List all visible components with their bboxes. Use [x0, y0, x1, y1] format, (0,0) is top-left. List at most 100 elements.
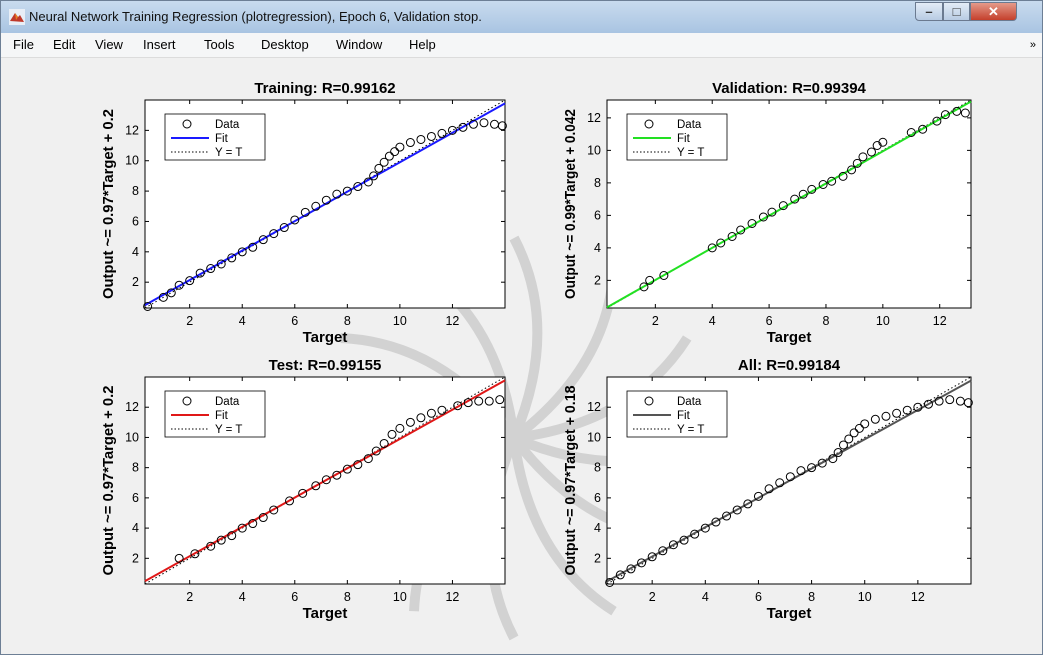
y-tick-label: 2 — [594, 273, 601, 287]
x-tick-label: 6 — [755, 590, 762, 604]
regression-plots: 2 4 6 8 10 12 2 4 6 8 10 12 Training: R=0.99162 Targe… — [100, 80, 973, 641]
data-point — [860, 419, 870, 429]
menu-file[interactable]: File — [13, 37, 34, 52]
data-point — [269, 505, 279, 515]
data-point — [707, 243, 717, 253]
menu-insert[interactable]: Insert — [143, 37, 176, 52]
data-point — [817, 458, 827, 468]
data-point — [743, 499, 753, 509]
data-point — [934, 396, 944, 406]
data-point — [369, 171, 379, 181]
y-tick-label: 4 — [594, 241, 601, 255]
data-point — [960, 108, 970, 118]
data-point — [913, 402, 923, 412]
y-axis-label: Output ~= 0.99*Target + 0.042 — [562, 109, 579, 299]
figure-canvas: 2 4 6 8 10 12 2 4 6 8 10 12 Training: R=0.99162 Targe… — [9, 58, 1035, 647]
data-point — [758, 212, 768, 222]
data-point — [416, 413, 426, 423]
y-tick-label: 10 — [125, 430, 139, 444]
data-point — [679, 535, 689, 545]
menu-desktop[interactable]: Desktop — [261, 37, 309, 52]
legend-identity-label: Y = T — [215, 424, 242, 436]
data-point — [311, 481, 321, 491]
data-point — [658, 546, 668, 556]
menu-tools[interactable]: Tools — [204, 37, 235, 52]
data-point — [384, 151, 394, 161]
data-point — [248, 242, 258, 252]
data-point — [484, 396, 494, 406]
data-point — [790, 194, 800, 204]
data-point — [437, 405, 447, 415]
y-tick-label: 12 — [125, 123, 139, 137]
data-point — [807, 463, 817, 473]
data-point — [711, 517, 721, 527]
legend: Data Fit Y = T — [626, 390, 728, 438]
data-point — [852, 158, 862, 168]
data-point — [166, 288, 176, 298]
data-point — [858, 152, 868, 162]
data-point — [753, 491, 763, 501]
menu-view[interactable]: View — [95, 37, 123, 52]
data-point — [300, 207, 310, 217]
x-axis-label: Target — [767, 605, 812, 622]
data-point — [395, 423, 405, 433]
data-point — [844, 434, 854, 444]
x-tick-label: 10 — [393, 590, 407, 604]
data-point — [290, 215, 300, 225]
plot-validation: 2 4 6 8 10 12 2 4 6 8 10 12 Validation: R=0.99394 Tar… — [562, 80, 972, 346]
y-axis-label: Output ~= 0.97*Target + 0.18 — [562, 386, 579, 576]
y-tick-label: 12 — [125, 400, 139, 414]
minimize-button[interactable]: – — [915, 2, 943, 21]
data-point — [353, 460, 363, 470]
maximize-icon: □ — [952, 4, 961, 19]
x-tick-label: 10 — [393, 314, 407, 328]
data-point — [963, 398, 973, 408]
y-tick-label: 10 — [587, 143, 601, 157]
fit-line — [144, 379, 506, 582]
data-point — [248, 519, 258, 529]
legend-data-marker — [182, 396, 192, 406]
legend-identity-label: Y = T — [677, 424, 704, 436]
y-tick-label: 8 — [132, 461, 139, 475]
legend-identity-label: Y = T — [677, 147, 704, 159]
data-point — [767, 207, 777, 217]
x-tick-label: 4 — [709, 314, 716, 328]
data-point — [258, 513, 268, 523]
legend-fit-label: Fit — [215, 133, 229, 145]
data-point — [626, 564, 636, 574]
x-tick-label: 10 — [876, 314, 890, 328]
y-tick-label: 2 — [132, 551, 139, 565]
plot-all: 2 4 6 8 10 12 2 4 6 8 10 12 All: R=0.99184 Target Outp… — [562, 357, 973, 622]
data-point — [185, 276, 195, 286]
menu-overflow-icon[interactable]: » — [1029, 39, 1036, 51]
legend-fit-label: Fit — [677, 133, 691, 145]
data-point — [778, 201, 788, 211]
y-tick-label: 4 — [594, 521, 601, 535]
legend: Data Fit Y = T — [164, 113, 266, 161]
data-point — [892, 408, 902, 418]
x-axis-label: Target — [303, 605, 348, 622]
data-point — [390, 147, 400, 157]
data-point — [363, 177, 373, 187]
matlab-icon — [9, 9, 25, 25]
data-point — [497, 121, 507, 131]
x-tick-label: 6 — [291, 314, 298, 328]
menu-edit[interactable]: Edit — [53, 37, 76, 52]
legend-data-label: Data — [677, 396, 702, 408]
title-bar[interactable]: Neural Network Training Regression (plot… — [1, 1, 1042, 33]
data-point — [158, 292, 168, 302]
maximize-button[interactable]: □ — [943, 2, 970, 21]
plot-title: Training: R=0.99162 — [254, 80, 395, 97]
data-point — [353, 182, 363, 192]
x-tick-label: 12 — [445, 314, 459, 328]
menu-window[interactable]: Window — [336, 37, 383, 52]
y-axis-label: Output ~= 0.97*Target + 0.2 — [100, 109, 117, 299]
data-point — [405, 417, 415, 427]
data-point — [342, 186, 352, 196]
data-point — [237, 247, 247, 257]
x-tick-label: 8 — [344, 590, 351, 604]
data-point — [426, 131, 436, 141]
menu-help[interactable]: Help — [409, 37, 436, 52]
close-button[interactable]: ✕ — [970, 2, 1017, 21]
